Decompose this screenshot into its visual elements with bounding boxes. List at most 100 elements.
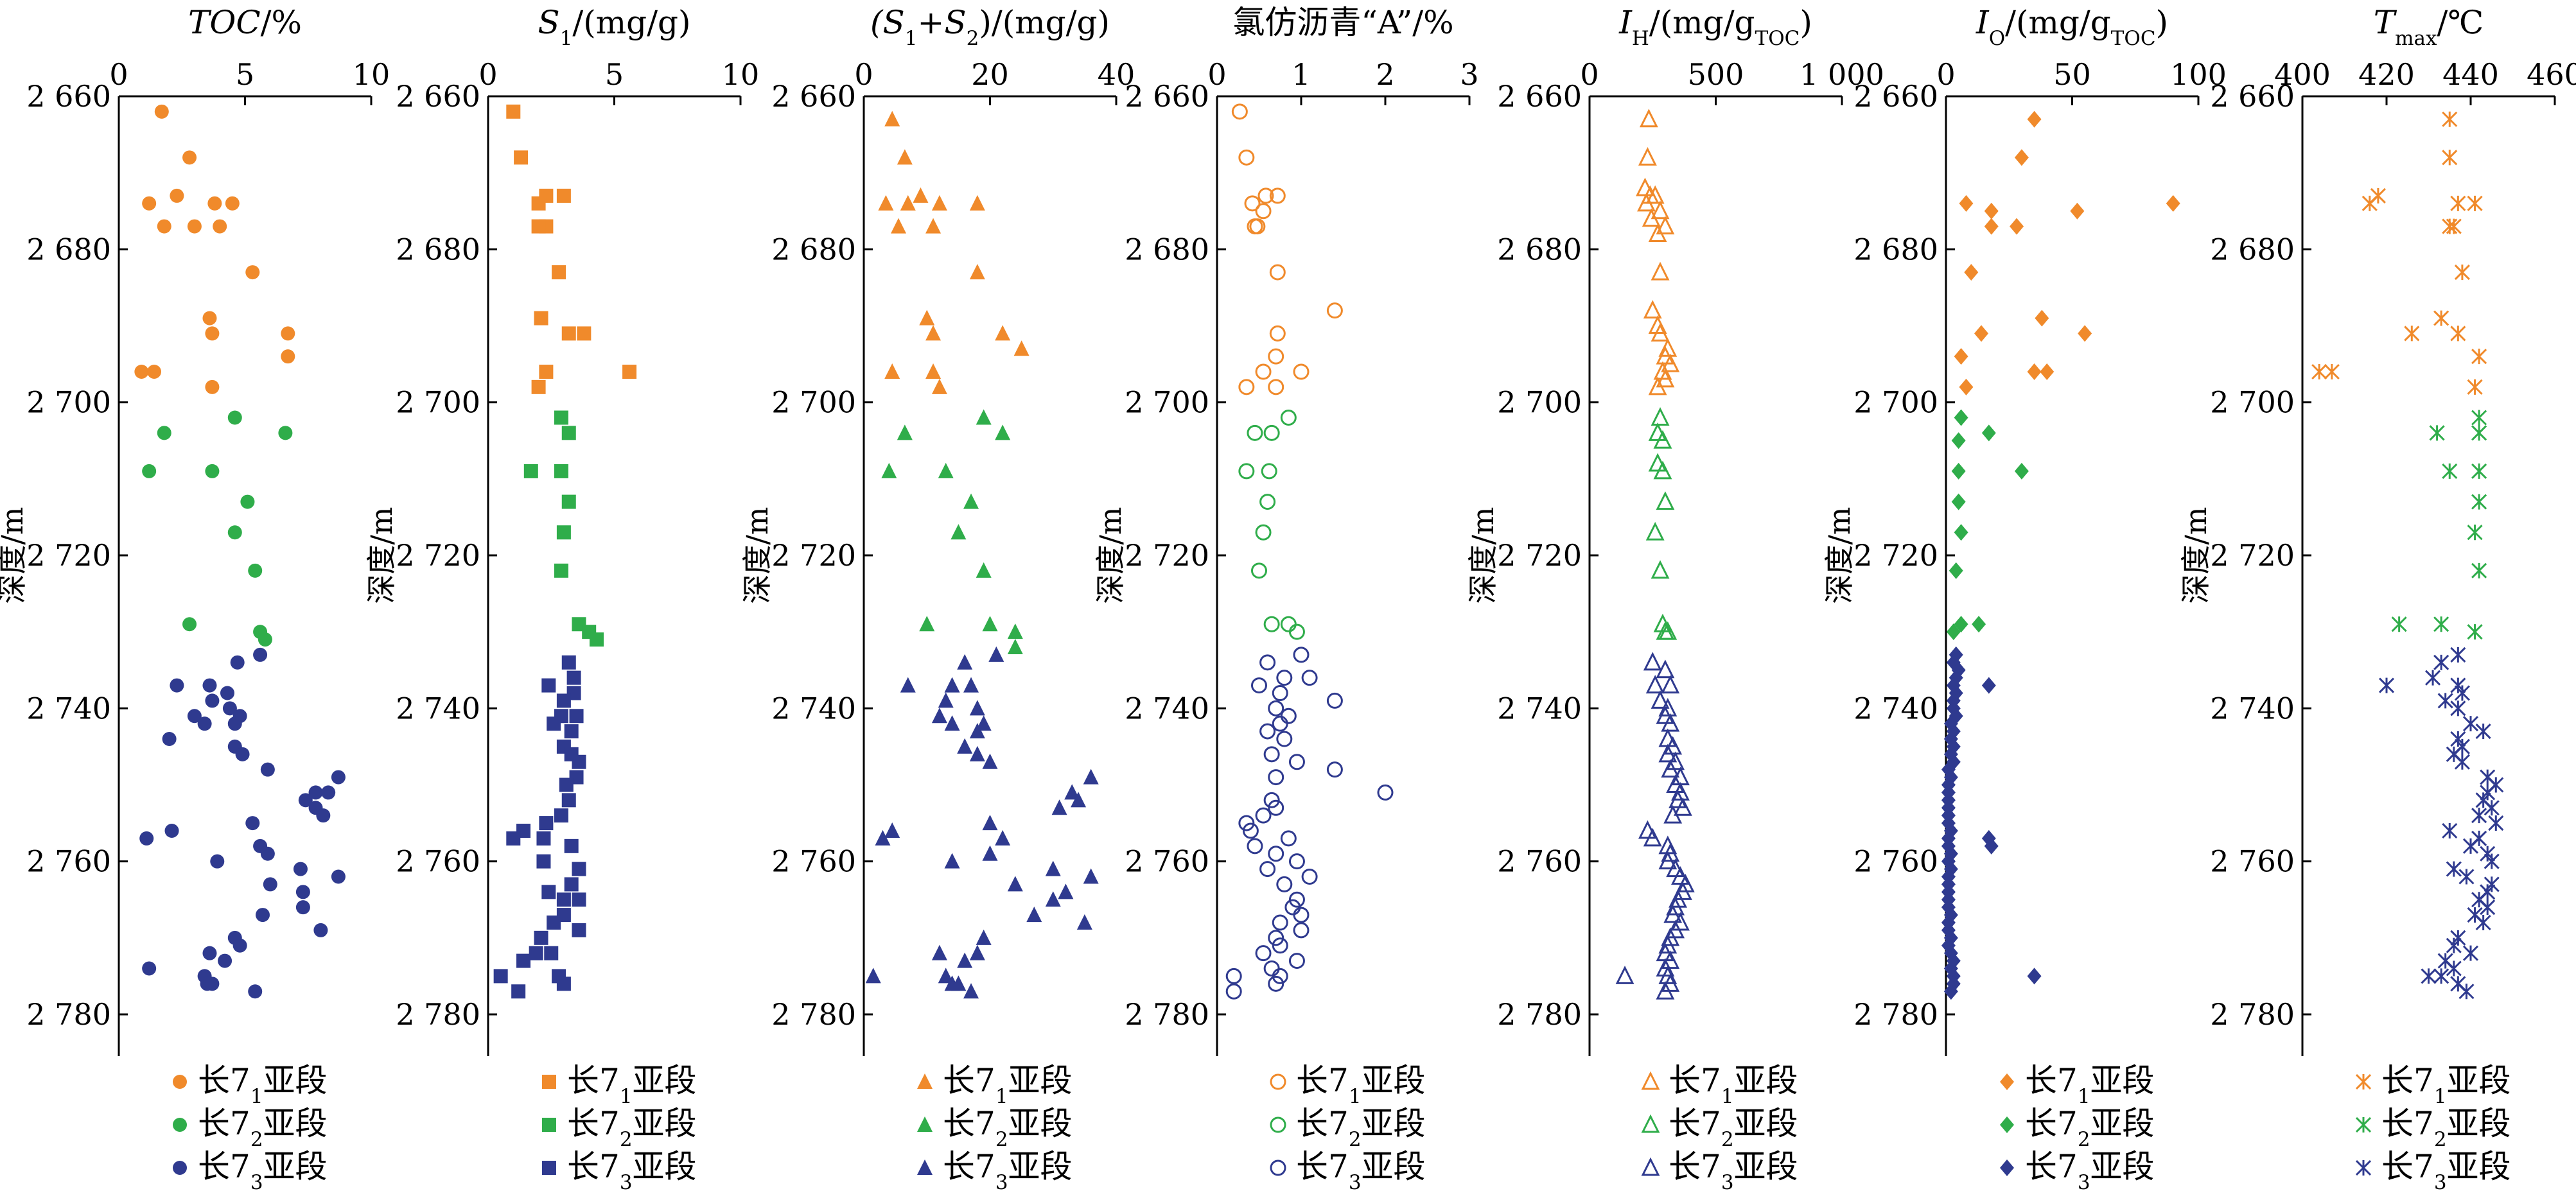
data-point xyxy=(995,325,1011,341)
data-point xyxy=(157,426,171,440)
data-point xyxy=(1951,462,1966,480)
data-point xyxy=(1293,922,1310,939)
data-point xyxy=(1007,623,1023,639)
data-point xyxy=(2027,110,2042,128)
y-tick-label: 2 780 xyxy=(771,997,856,1032)
data-point xyxy=(1964,264,1979,281)
data-point xyxy=(142,196,157,211)
data-point xyxy=(1268,700,1284,716)
x-tick-label: 0 xyxy=(854,57,873,92)
legend-marker xyxy=(917,1116,933,1132)
data-point xyxy=(260,846,275,861)
legend-label: 长72亚段 xyxy=(1669,1105,1798,1151)
data-point xyxy=(559,777,574,792)
y-tick-label: 2 760 xyxy=(2210,844,2295,879)
y-tick-label: 2 680 xyxy=(396,232,480,266)
data-point xyxy=(572,862,586,876)
data-point xyxy=(1954,616,1968,633)
data-point xyxy=(202,311,217,326)
data-point xyxy=(1288,891,1305,908)
data-point xyxy=(982,753,998,769)
data-point xyxy=(1648,422,1667,441)
data-point xyxy=(2488,815,2504,831)
series-3 xyxy=(493,655,586,999)
data-point xyxy=(1673,881,1692,900)
data-point xyxy=(1943,983,1958,1000)
data-point xyxy=(900,195,916,211)
data-point xyxy=(2471,562,2487,578)
data-point xyxy=(969,723,985,739)
data-point xyxy=(963,493,979,509)
legend-label: 长71亚段 xyxy=(1296,1062,1426,1108)
series-1 xyxy=(2311,111,2487,395)
x-tick-label: 0 xyxy=(1936,57,1955,92)
data-point xyxy=(1676,874,1695,892)
data-point xyxy=(931,378,947,394)
data-point xyxy=(2462,838,2479,854)
data-point xyxy=(205,326,220,341)
data-point xyxy=(1639,109,1658,128)
data-point xyxy=(2458,984,2475,1000)
data-point xyxy=(225,196,240,211)
data-point xyxy=(253,647,268,662)
data-point xyxy=(1238,149,1255,166)
series-2 xyxy=(523,410,604,647)
data-point xyxy=(891,218,907,234)
data-point xyxy=(1984,218,1999,235)
data-point xyxy=(134,365,149,379)
data-point xyxy=(2078,325,2092,342)
data-point xyxy=(2370,187,2386,204)
data-point xyxy=(281,349,295,364)
data-point xyxy=(572,754,586,769)
data-point xyxy=(1280,616,1297,632)
legend-marker xyxy=(2000,1159,2014,1176)
y-tick-label: 2 660 xyxy=(1497,79,1582,114)
data-point xyxy=(2014,149,2029,166)
data-point xyxy=(1268,846,1284,862)
data-point xyxy=(2446,218,2462,234)
data-point xyxy=(875,829,891,846)
y-axis-title: 深度/m xyxy=(740,507,775,603)
data-point xyxy=(1645,521,1665,541)
data-point xyxy=(1954,409,1968,426)
data-point xyxy=(963,677,979,693)
data-point xyxy=(258,632,272,647)
y-tick-label: 2 760 xyxy=(396,844,480,879)
data-point xyxy=(2450,647,2466,663)
data-point xyxy=(1651,323,1670,342)
data-point xyxy=(564,877,579,892)
data-point xyxy=(1058,883,1074,899)
data-point xyxy=(884,822,900,838)
data-point xyxy=(1671,866,1690,885)
data-point xyxy=(1263,960,1280,977)
data-point xyxy=(1949,562,1963,579)
data-point xyxy=(2027,968,2042,985)
data-point xyxy=(154,104,169,119)
data-point xyxy=(2475,724,2491,740)
legend-label: 长73亚段 xyxy=(1296,1148,1426,1194)
data-point xyxy=(1259,654,1276,671)
data-point xyxy=(1671,782,1690,801)
data-point xyxy=(541,885,556,899)
panel-2: 0 5 10 2 660 2 680 2 700 2 720 2 740 2 760 2 780 S… xyxy=(364,4,759,1194)
legend-label: 长71亚段 xyxy=(198,1062,328,1108)
legend-marker xyxy=(1641,1114,1660,1133)
data-point xyxy=(1661,759,1680,778)
data-point xyxy=(534,311,548,326)
x-axis-title: 氯仿沥青“A”/% xyxy=(1232,4,1453,41)
data-point xyxy=(561,426,576,440)
data-point xyxy=(295,900,310,915)
data-point xyxy=(531,379,546,394)
data-point xyxy=(1663,736,1683,755)
data-point xyxy=(1242,822,1259,839)
data-point xyxy=(1255,945,1272,962)
data-point xyxy=(969,700,985,716)
x-axis-title: IO/(mg/gTOC) xyxy=(1976,4,2168,50)
y-axis-title: 深度/m xyxy=(1466,507,1500,603)
data-point xyxy=(493,969,508,984)
y-axis-title: 深度/m xyxy=(1093,507,1128,603)
y-tick-label: 2 780 xyxy=(1497,997,1582,1032)
y-tick-label: 2 680 xyxy=(26,232,111,266)
data-point xyxy=(1255,203,1272,220)
data-point xyxy=(1272,685,1288,701)
